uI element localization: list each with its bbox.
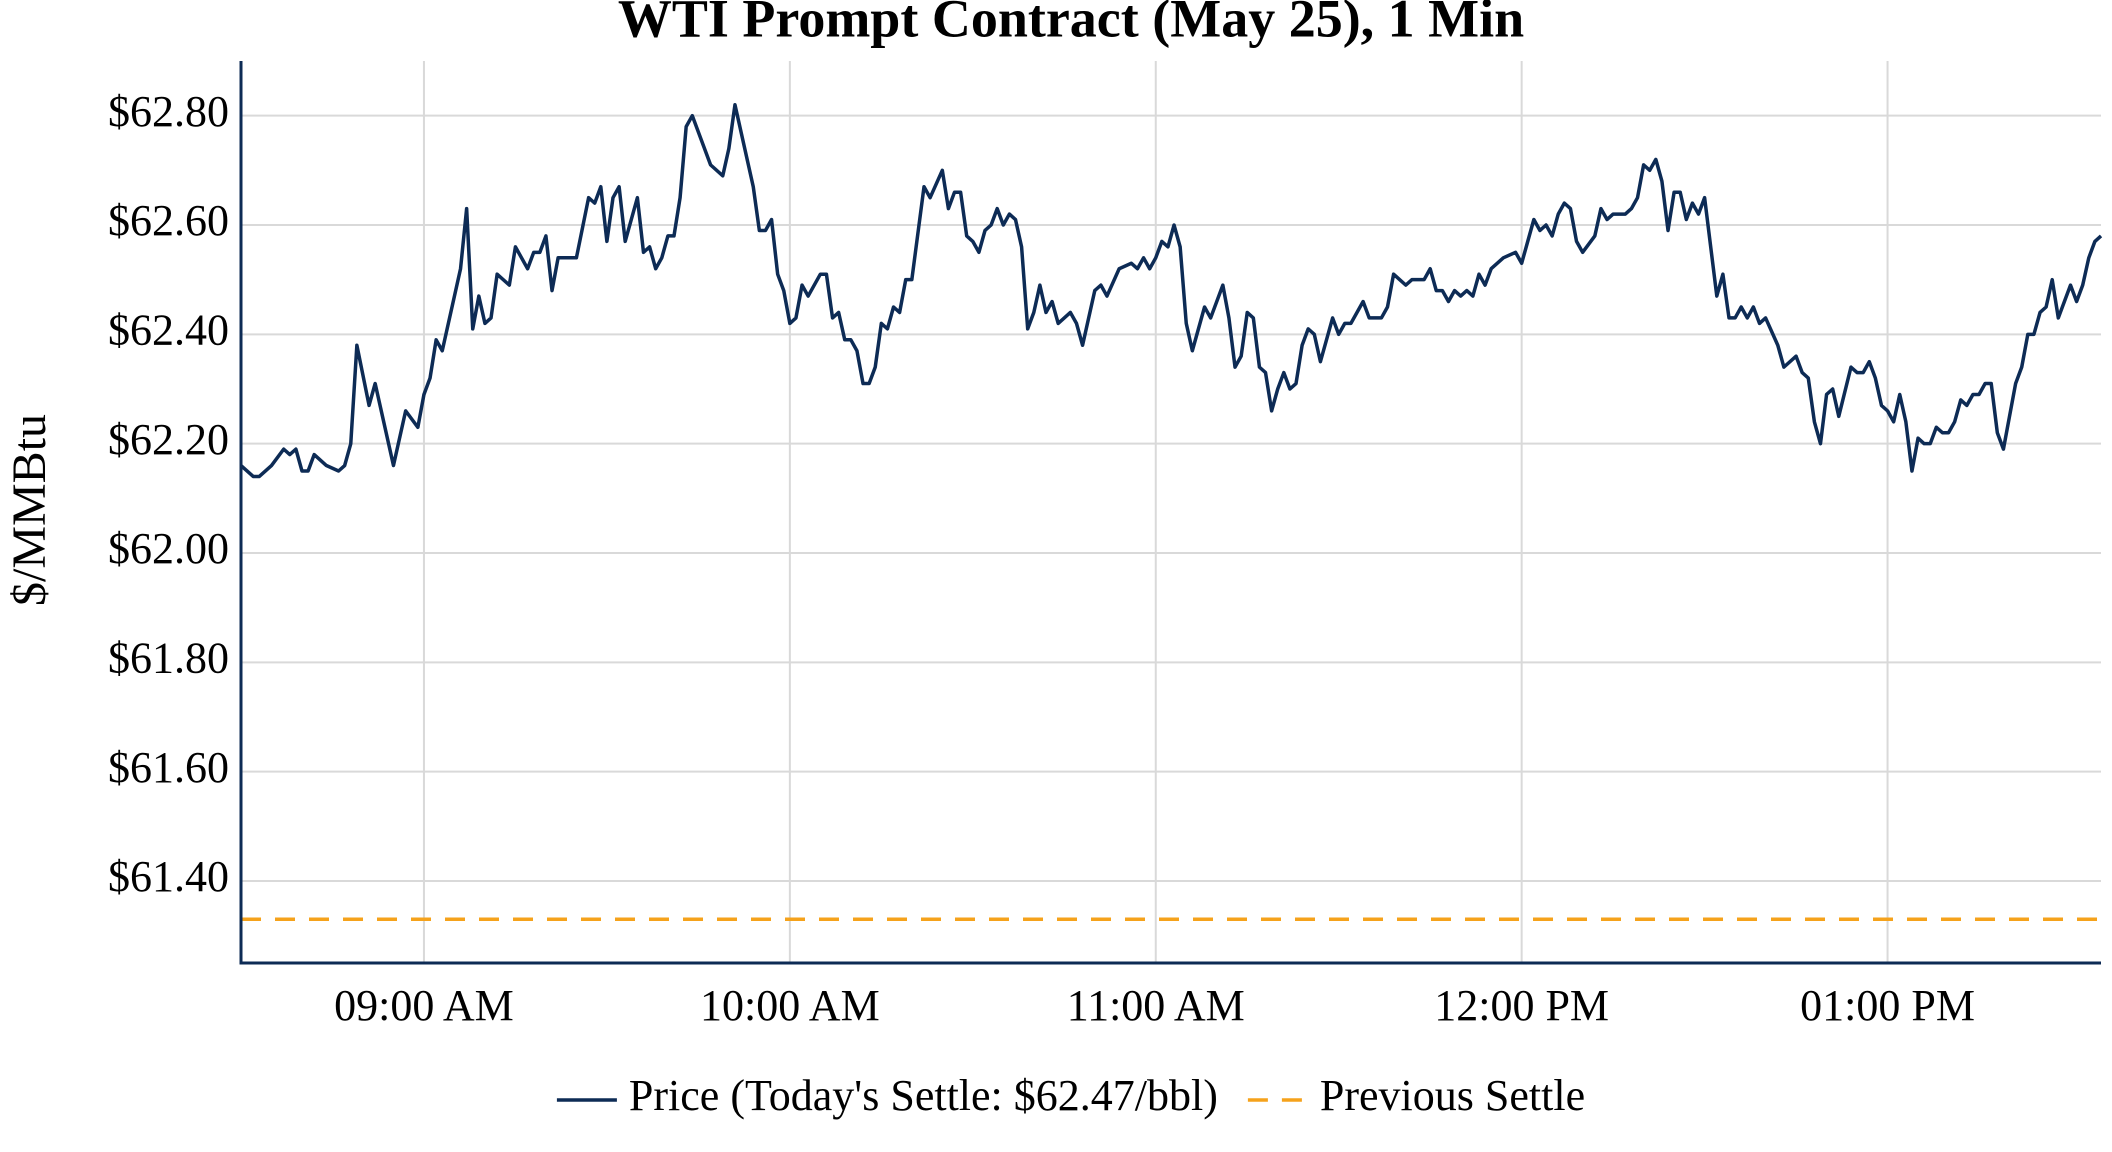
y-tick-label: $62.60 [108,196,229,245]
y-tick-label: $62.00 [108,524,229,573]
x-tick-label: 10:00 AM [700,981,880,1030]
y-tick-label: $61.40 [108,852,229,901]
legend-label: Previous Settle [1320,1071,1585,1120]
y-tick-label: $61.60 [108,743,229,792]
x-tick-label: 01:00 PM [1800,981,1975,1030]
y-tick-label: $62.40 [108,305,229,354]
series-line [239,102,2103,479]
x-tick-label: 11:00 AM [1067,981,1245,1030]
x-tick-label: 12:00 PM [1434,981,1609,1030]
legend-label: Price (Today's Settle: $62.47/bbl) [629,1071,1218,1120]
y-tick-label: $62.80 [108,87,229,136]
y-tick-label: $62.20 [108,415,229,464]
y-axis-label: $/MMBtu [3,414,56,606]
y-tick-label: $61.80 [108,633,229,682]
chart-title: WTI Prompt Contract (May 25), 1 Min [618,0,1524,48]
x-tick-label: 09:00 AM [334,981,514,1030]
